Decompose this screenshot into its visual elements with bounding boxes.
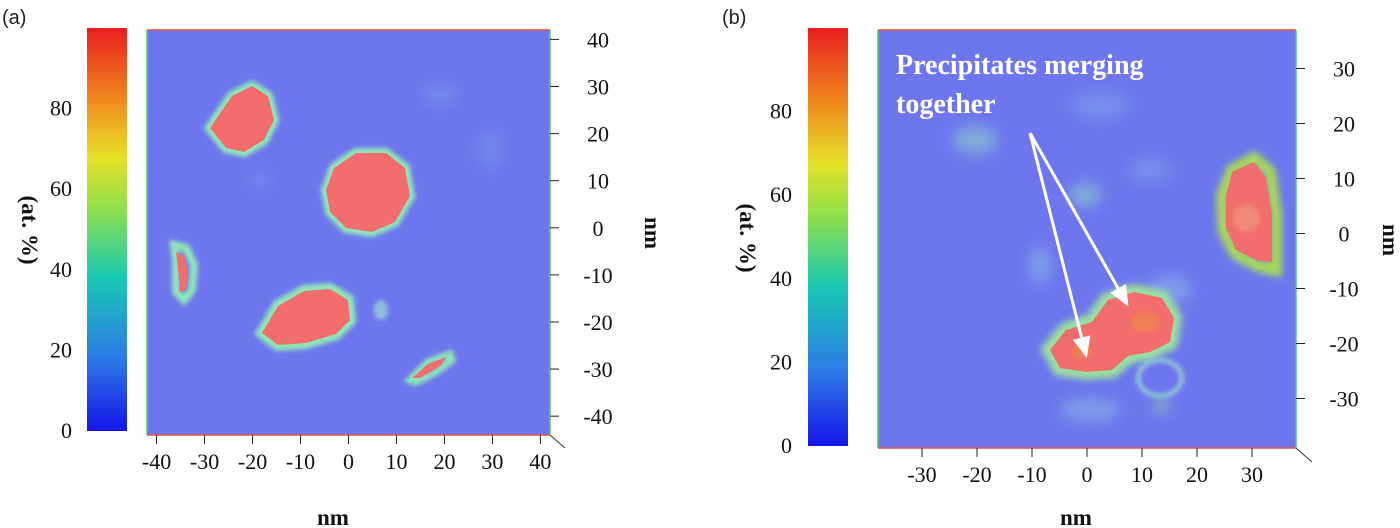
colorbar-ticks-b: 0 20 40 60 80 xyxy=(770,99,792,458)
a-y-tick-7: -30 xyxy=(583,357,612,382)
precipitate-a1 xyxy=(203,80,280,158)
panel-a: (a) 0 20 40 60 80 (at. %) xyxy=(2,7,665,528)
y-axis-title-b: nm xyxy=(1378,224,1400,256)
b-colorbar-tick-1: 20 xyxy=(770,349,792,374)
b-colorbar-tick-3: 60 xyxy=(770,182,792,207)
corner-line-b xyxy=(1295,447,1313,463)
b-x-tick-6: 30 xyxy=(1241,462,1263,487)
a-y-tick-1: 30 xyxy=(587,75,609,100)
b-x-tick-4: 10 xyxy=(1131,462,1153,487)
a-y-tick-2: 20 xyxy=(587,122,609,147)
colorbar-label-a: (at. %) xyxy=(17,196,42,265)
panel-letter-b: (b) xyxy=(722,7,746,29)
a-x-tick-0: -40 xyxy=(142,449,171,474)
b-x-tick-1: -20 xyxy=(962,462,991,487)
colorbar-label-b: (at. %) xyxy=(735,204,760,273)
a-x-tick-4: 0 xyxy=(343,449,354,474)
heatmap-a xyxy=(147,30,550,435)
a-x-tick-6: 20 xyxy=(433,449,455,474)
a-colorbar-tick-3: 60 xyxy=(50,176,72,201)
precipitate-a3 xyxy=(169,239,199,306)
b-colorbar-tick-0: 0 xyxy=(781,433,792,458)
annotation-line-2: together xyxy=(896,89,996,120)
a-colorbar-tick-4: 80 xyxy=(50,96,72,121)
b-y-tick-2: 10 xyxy=(1333,167,1355,192)
b-x-tick-0: -30 xyxy=(907,462,936,487)
a-x-tick-3: -10 xyxy=(286,449,315,474)
panel-b: (b) 0 20 40 60 80 (at. %) xyxy=(722,7,1400,528)
y-ticks-b: 30 20 10 0 -10 -20 -30 xyxy=(1296,57,1359,412)
b-y-tick-1: 20 xyxy=(1333,112,1355,137)
precipitate-a5 xyxy=(403,349,457,386)
b-y-tick-0: 30 xyxy=(1333,57,1355,82)
b-colorbar-tick-2: 40 xyxy=(770,266,792,291)
annotation-arrow-1 xyxy=(1028,132,1091,358)
hole-b xyxy=(1136,358,1184,398)
b-y-tick-4: -10 xyxy=(1329,277,1358,302)
a-x-tick-1: -30 xyxy=(190,449,219,474)
a-y-tick-6: -20 xyxy=(583,310,612,335)
x-ticks-a: -40 -30 -20 -10 0 10 20 30 40 xyxy=(142,435,551,474)
a-x-tick-2: -20 xyxy=(238,449,267,474)
corner-line-a xyxy=(549,434,566,449)
b-y-tick-5: -20 xyxy=(1329,332,1358,357)
a-y-tick-3: 10 xyxy=(587,169,609,194)
annotation-arrow-2 xyxy=(1028,132,1129,307)
annotation-line-1: Precipitates merging xyxy=(896,50,1144,81)
a-y-tick-5: -10 xyxy=(583,263,612,288)
a-x-tick-7: 30 xyxy=(481,449,503,474)
a-y-tick-0: 40 xyxy=(587,27,609,52)
b-x-tick-3: 0 xyxy=(1082,462,1093,487)
colorbar-a xyxy=(87,28,127,431)
a-x-tick-5: 10 xyxy=(385,449,407,474)
x-axis-title-a: nm xyxy=(317,505,349,528)
x-ticks-b: -30 -20 -10 0 10 20 30 xyxy=(907,448,1263,487)
b-y-tick-3: 0 xyxy=(1339,222,1350,247)
x-axis-title-b: nm xyxy=(1060,505,1092,528)
precipitate-b1 xyxy=(1215,150,1282,278)
a-x-tick-8: 40 xyxy=(529,449,551,474)
b-colorbar-tick-4: 80 xyxy=(770,99,792,124)
colorbar-ticks-a: 0 20 40 60 80 xyxy=(50,96,72,443)
b-x-tick-5: 20 xyxy=(1186,462,1208,487)
a-colorbar-tick-0: 0 xyxy=(61,418,72,443)
b-x-tick-2: -10 xyxy=(1017,462,1046,487)
a-colorbar-tick-2: 40 xyxy=(50,257,72,282)
a-y-tick-4: 0 xyxy=(593,216,604,241)
b-y-tick-6: -30 xyxy=(1329,387,1358,412)
y-axis-title-a: nm xyxy=(640,217,665,249)
colorbar-b xyxy=(808,28,848,446)
panel-letter-a: (a) xyxy=(2,7,26,29)
y-ticks-a: 40 30 20 10 0 -10 -20 -30 -40 xyxy=(550,27,613,429)
a-colorbar-tick-1: 20 xyxy=(50,337,72,362)
speck-a xyxy=(374,300,388,320)
a-y-tick-8: -40 xyxy=(583,404,612,429)
precipitate-a2 xyxy=(320,148,416,238)
precipitate-a4 xyxy=(254,282,357,352)
heatmap-b xyxy=(878,30,1296,448)
